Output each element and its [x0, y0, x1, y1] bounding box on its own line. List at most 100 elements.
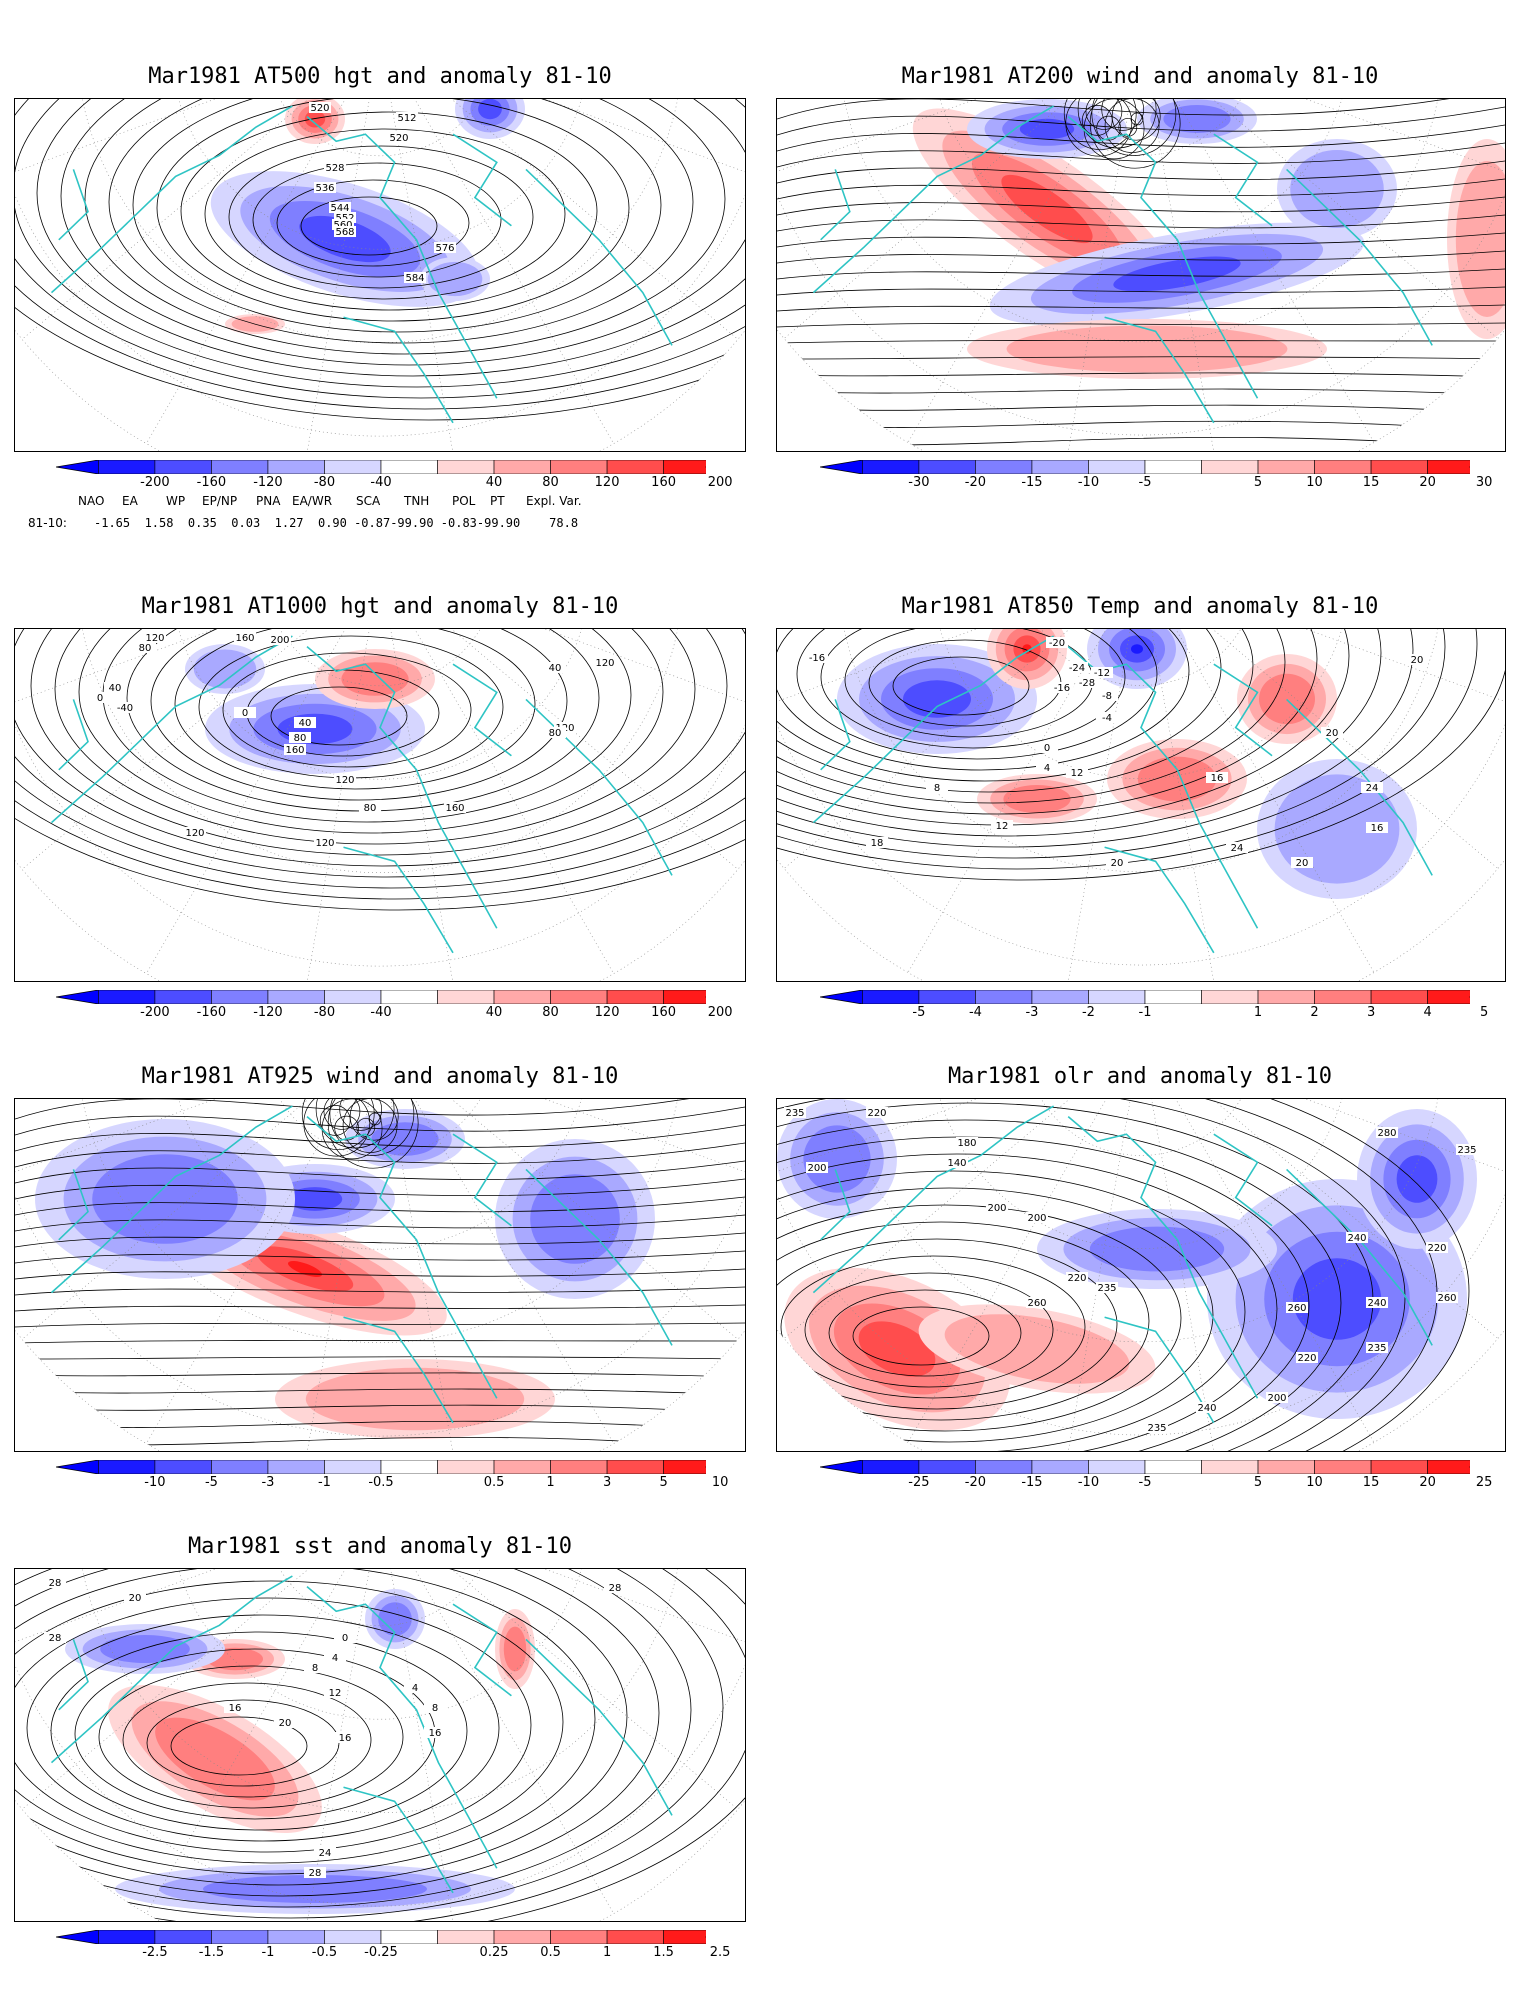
color-bar-tick-label: 80: [542, 475, 559, 490]
color-bar-tick-label: 200: [707, 475, 733, 490]
color-bar-tick-label: -0.25: [364, 1945, 398, 1960]
contour-line: [777, 629, 1414, 848]
contour-label: 0: [1044, 743, 1050, 754]
contour-label: 18: [871, 838, 884, 849]
color-bar-tick-label: -2: [1081, 1005, 1095, 1020]
color-bar-bin: [1088, 1460, 1146, 1474]
streamline: [15, 1214, 745, 1232]
contour-label-bg: [324, 1687, 346, 1698]
color-bar-tick-label: 1: [602, 1945, 612, 1960]
color-bar-tick-label: -1: [317, 1475, 331, 1490]
contour-line: [777, 629, 1254, 793]
contour-label-bg: [334, 212, 356, 223]
anomaly-map: 235 220 200 180 140 200 200 220 235 260 280 235 240 2…: [777, 1099, 1505, 1451]
color-bar-tick-label: -200: [140, 1005, 170, 1020]
color-bar-tick-label: 5: [1479, 1005, 1489, 1020]
contour-label: 20: [1111, 858, 1124, 869]
meridian: [1059, 629, 1142, 981]
contour-line: [108, 99, 694, 344]
meridian: [1059, 99, 1142, 451]
contour-label: 16: [1371, 823, 1384, 834]
positive-anomaly-shading: [1001, 174, 1093, 244]
panel-at200-wind: Mar1981 AT200 wind and anomaly 81-10 -30…: [760, 0, 1520, 490]
coastline: [812, 1105, 1055, 1294]
color-bar-bin: [1031, 460, 1089, 474]
streamline: [777, 356, 1505, 360]
contour-label: 235: [785, 1108, 804, 1119]
contour-label-bg: [304, 1662, 326, 1673]
color-bar-tick-label: 10: [1306, 1475, 1323, 1490]
hemisphere: [777, 1099, 1505, 1451]
index-header-pt: PT: [490, 494, 505, 508]
color-bar-tick-label: 0.5: [540, 1945, 561, 1960]
contour-label-bg: [1456, 1144, 1478, 1155]
contour-line: [15, 1569, 724, 1919]
contour-label-bg: [1406, 654, 1428, 665]
meridian: [1140, 1099, 1223, 1451]
map-frame: 28 20 28 0 4 8 12 16 20 16 24 28 28 16 8 4: [14, 1568, 746, 1922]
coastline: [343, 316, 454, 424]
positive-anomaly-shading: [1003, 785, 1071, 813]
meridian: [1059, 1099, 1142, 1451]
color-bar-min-arrow: [820, 1460, 863, 1474]
coastline: [820, 1169, 851, 1241]
negative-anomaly-shading: [1131, 644, 1143, 654]
contour-label-bg: [324, 162, 346, 173]
contour-label: 8: [934, 783, 940, 794]
contour-line: [777, 629, 1318, 815]
index-header-ea-wr: EA/WR: [292, 494, 333, 508]
contour-label: 24: [1231, 843, 1244, 854]
negative-anomaly-shading: [1292, 1258, 1382, 1340]
contour-label: -20: [1049, 638, 1065, 649]
contour-line: [30, 629, 728, 856]
streamline: [323, 1099, 361, 1130]
streamline: [15, 1160, 745, 1184]
contour-line: [15, 1569, 628, 1886]
contour-line: [150, 629, 568, 801]
negative-anomaly-shading: [193, 649, 257, 689]
coastline: [525, 168, 673, 346]
color-bar-swatches: [820, 460, 1470, 474]
coastline: [1213, 663, 1273, 757]
contour-label: 28: [49, 1578, 62, 1589]
color-bar-tick-label: 2.5: [709, 1945, 731, 1960]
contour-label-bg: [424, 1702, 446, 1713]
panel-at925-wind: Mar1981 AT925 wind and anomaly 81-10 -10…: [0, 1000, 760, 1500]
color-bar-bin: [918, 460, 976, 474]
contour-label-bg: [104, 682, 126, 693]
contour-label-bg: [44, 1632, 66, 1643]
map-frame: -16 -20 -24 -28 -16 -12 -8 -4 0 4 8 12 16 12 20 24 20 24 2…: [776, 628, 1506, 982]
meridian: [907, 629, 1142, 973]
meridian: [1140, 629, 1375, 973]
contour-label-bg: [1366, 1297, 1388, 1308]
contour-label: 20: [1296, 858, 1309, 869]
contour-line: [15, 1569, 692, 1908]
color-bar-tick-label: 4: [1423, 1005, 1432, 1020]
contour-label-bg: [1106, 857, 1128, 868]
color-bar-tick-label: -2.5: [142, 1945, 168, 1960]
color-bar-tick-label: -15: [1021, 1475, 1043, 1490]
color-bar-tick-label: 25: [1475, 1475, 1493, 1490]
color-bar-tick-label: -25: [908, 1475, 930, 1490]
coastline: [452, 1133, 512, 1227]
color-bar-bin: [1031, 1460, 1089, 1474]
contour-label-bg: [359, 802, 381, 813]
color-bar-tick-label: -40: [370, 475, 392, 490]
coastline: [58, 699, 89, 771]
contour-label: 140: [947, 1158, 966, 1169]
streamline: [1085, 99, 1123, 130]
negative-anomaly-shading: [1113, 256, 1241, 292]
contour-line: [98, 1665, 404, 1809]
contour-label: 240: [1197, 1403, 1216, 1414]
contour-label: 16: [339, 1733, 352, 1744]
streamline: [777, 124, 1505, 152]
contour-label-bg: [1096, 712, 1118, 723]
contour-label: 220: [1297, 1353, 1316, 1364]
negative-anomaly-shading: [1274, 774, 1400, 884]
color-bar-bin: [1257, 1460, 1315, 1474]
coastline: [343, 1316, 454, 1424]
index-header-nao: NAO: [78, 494, 105, 508]
streamline: [15, 1178, 745, 1200]
contour-label-bg: [1291, 857, 1313, 868]
contour-line: [84, 99, 726, 355]
